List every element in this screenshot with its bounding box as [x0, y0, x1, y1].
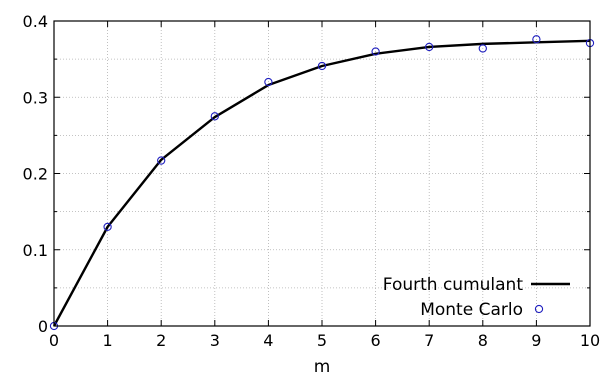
tick-labels: 0 1 2 3 4 5 6 7 8 9 10 0 0.1 0.2 0.3 0.4: [23, 12, 601, 350]
y-tick-label: 0.1: [23, 241, 48, 260]
x-axis-label: m: [314, 357, 331, 377]
x-tick-label: 2: [156, 331, 166, 350]
data-point-monte-carlo: [371, 47, 380, 56]
grid: [54, 21, 590, 326]
data-point-monte-carlo: [157, 156, 166, 165]
data-point-monte-carlo: [264, 77, 273, 87]
data-point-monte-carlo: [210, 112, 219, 121]
x-tick-label: 9: [531, 331, 541, 350]
x-tick-label: 1: [103, 331, 113, 350]
x-tick-label: 10: [580, 331, 600, 350]
y-tick-label: 0.2: [23, 165, 48, 184]
x-tick-label: 6: [371, 331, 381, 350]
legend: Fourth cumulant Monte Carlo: [383, 275, 570, 320]
y-tick-label: 0.3: [23, 88, 48, 107]
data-point-monte-carlo: [425, 42, 434, 52]
x-tick-label: 7: [424, 331, 434, 350]
data-point-monte-carlo: [103, 222, 112, 232]
x-tick-label: 8: [478, 331, 488, 350]
legend-label: Fourth cumulant: [383, 275, 524, 295]
data-point-monte-carlo: [317, 61, 327, 71]
data-point-monte-carlo: [478, 44, 487, 53]
y-tick-label: 0: [38, 317, 48, 336]
x-tick-label: 5: [317, 331, 327, 350]
legend-marker-swatch: [534, 304, 544, 314]
x-tick-label: 0: [49, 331, 59, 350]
x-tick-label: 4: [263, 331, 273, 350]
x-tick-label: 3: [210, 331, 220, 350]
data-point-monte-carlo: [532, 35, 541, 44]
y-tick-label: 0.4: [23, 12, 48, 31]
legend-label: Monte Carlo: [420, 300, 523, 320]
series-line-fourth-cumulant: [52, 39, 591, 327]
axis-ticks: [53, 20, 591, 327]
